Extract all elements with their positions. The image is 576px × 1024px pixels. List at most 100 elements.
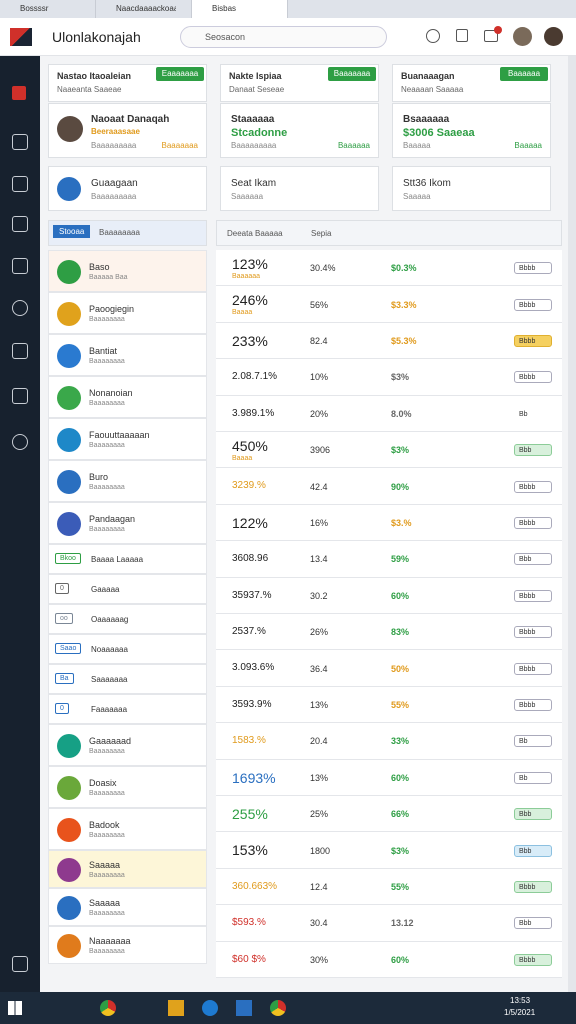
list-item[interactable]: Bkoo Baaaa Laaaaa <box>48 544 207 574</box>
nav-icon[interactable] <box>12 388 28 404</box>
row-badge[interactable]: Bbbb <box>514 480 552 493</box>
row-badge[interactable]: Bbbb <box>514 589 552 602</box>
browser-tab[interactable]: Bossssr <box>0 0 96 18</box>
list-item[interactable]: Doasix Baaaaaaaa <box>48 766 207 808</box>
list-item[interactable]: Badook Baaaaaaaa <box>48 808 207 850</box>
row-badge[interactable]: Bbbb <box>514 298 552 311</box>
list-item[interactable]: Faouuttaaaaan Baaaaaaaa <box>48 418 207 460</box>
item-sub: Baaaaaaaa <box>89 948 125 955</box>
row-badge[interactable]: Bbbb <box>514 371 552 384</box>
summary-card[interactable]: Stt36 Ikom Saaaaa <box>392 166 551 211</box>
list-item[interactable]: Baso Baaaaa Baa <box>48 250 207 292</box>
table-row: $593.% 30.4 13.12 Bbb <box>216 905 562 942</box>
card-meta: Baaaaa <box>514 141 542 150</box>
item-icon <box>57 934 81 958</box>
item-name: Naaaaaaa <box>89 936 131 946</box>
list-item[interactable]: Saaaaa Baaaaaaaa <box>48 888 207 926</box>
list-item[interactable]: Saao Noaaaaaa <box>48 634 207 664</box>
row-badge[interactable]: Bbb <box>514 444 552 457</box>
list-item[interactable]: Nonanoian Baaaaaaaa <box>48 376 207 418</box>
card-name: Bsaaaaaa <box>403 114 450 125</box>
nav-icon[interactable] <box>12 300 28 316</box>
nav-icon[interactable] <box>12 134 28 150</box>
row-badge[interactable]: Bbbb <box>514 334 552 347</box>
row-badge[interactable]: Bbb <box>514 553 552 566</box>
row-col3: $3.% <box>391 517 412 528</box>
card-body: Bsaaaaaa $3006 Saaeaa Baaaaa Baaaaa <box>392 103 551 158</box>
card-sub: Baaaaaaaaa <box>91 192 137 201</box>
app-icon[interactable] <box>202 1000 218 1016</box>
list-item[interactable]: Bantiat Baaaaaaaa <box>48 334 207 376</box>
row-col3: 13.12 <box>391 918 414 929</box>
app-icon[interactable] <box>236 1000 252 1016</box>
row-value: 360.663% <box>232 880 278 892</box>
item-tag: Saao <box>55 643 82 654</box>
icon <box>57 177 81 201</box>
row-value: 122% <box>232 514 268 531</box>
nav-icon[interactable] <box>12 956 28 972</box>
table-row: 246% Baaaa 56% $3.3% Bbbb <box>216 286 562 323</box>
item-name: Oaaaaaag <box>91 615 129 624</box>
row-badge[interactable]: Bbbb <box>514 662 552 675</box>
list-item[interactable]: Paoogiegin Baaaaaaaa <box>48 292 207 334</box>
avatar[interactable] <box>513 27 532 46</box>
row-col2: 25% <box>310 809 329 820</box>
row-badge[interactable]: Bb <box>514 771 552 784</box>
card-button[interactable]: Baaaaaaa <box>328 67 376 81</box>
nav-icon[interactable] <box>12 343 28 359</box>
nav-icon[interactable] <box>12 176 28 192</box>
row-value: 3608.96 <box>232 553 269 565</box>
list-item[interactable]: Naaaaaaa Baaaaaaaa <box>48 926 207 964</box>
nav-icon[interactable] <box>12 434 28 450</box>
tab-chip[interactable]: Stooaa <box>53 225 91 238</box>
help-icon[interactable] <box>426 29 440 43</box>
row-badge[interactable]: Bbbb <box>514 516 552 529</box>
row-badge[interactable]: Bbbb <box>514 953 552 966</box>
list-item[interactable]: Saaaaa Baaaaaaaa <box>48 850 207 888</box>
list-item[interactable]: Pandaagan Baaaaaaaa <box>48 502 207 544</box>
bag-icon[interactable] <box>456 29 468 42</box>
app-icon[interactable] <box>168 1000 184 1016</box>
card-button[interactable]: Baaaaaa <box>500 67 548 81</box>
notifications[interactable] <box>484 30 498 42</box>
row-col2: 20% <box>310 408 329 419</box>
row-badge[interactable]: Bbbb <box>514 626 552 639</box>
row-col3: 59% <box>391 554 410 565</box>
row-badge[interactable]: Bbbb <box>514 880 552 893</box>
list-item[interactable]: Buro Baaaaaaaa <box>48 460 207 502</box>
row-badge[interactable]: Bbb <box>514 808 552 821</box>
browser-tab[interactable]: Bisbas <box>192 0 288 18</box>
list-item[interactable]: Ba Saaaaaaa <box>48 664 207 694</box>
row-badge[interactable]: Bbbb <box>514 698 552 711</box>
list-item[interactable]: Gaaaaaad Baaaaaaaa <box>48 724 207 766</box>
item-sub: Baaaaaaaa <box>89 748 125 755</box>
summary-card[interactable]: Seat Ikam Saaaaaa <box>220 166 379 211</box>
card-meta: Baaaaa <box>403 141 431 150</box>
nav-icon[interactable] <box>12 258 28 274</box>
card-body: Naoaat Danaqah Beeraaasaae Baaaaaaaaa Baaaa… <box>48 103 207 158</box>
card-meta: Baaaaaaa <box>161 141 198 150</box>
search-box[interactable]: Seosacon <box>180 26 387 48</box>
list-item[interactable]: 0 Gaaaaa <box>48 574 207 604</box>
row-value: 1693% <box>232 769 276 786</box>
summary-card[interactable]: Guaagaan Baaaaaaaaa <box>48 166 207 211</box>
app-icon[interactable] <box>100 1000 116 1016</box>
nav-icon[interactable] <box>12 216 28 232</box>
browser-tab[interactable]: Naacdaaaackoaascon <box>96 0 192 18</box>
row-col2: 56% <box>310 299 329 310</box>
card-button[interactable]: Eaaaaaaa <box>156 67 204 81</box>
row-badge[interactable]: Bb <box>519 410 528 418</box>
start-button[interactable] <box>8 1001 22 1015</box>
row-col2: 1800 <box>310 845 331 856</box>
row-badge[interactable]: Bbb <box>514 844 552 857</box>
app-icon[interactable] <box>270 1000 286 1016</box>
row-badge[interactable]: Bbbb <box>514 262 552 275</box>
nav-icon[interactable] <box>12 86 26 100</box>
avatar[interactable] <box>544 27 563 46</box>
list-item[interactable]: oo Oaaaaaag <box>48 604 207 634</box>
row-badge[interactable]: Bbb <box>514 917 552 930</box>
item-tag: Bkoo <box>55 553 81 564</box>
list-item[interactable]: 0 Faaaaaaa <box>48 694 207 724</box>
row-badge[interactable]: Bb <box>514 735 552 748</box>
row-col2: 10% <box>310 372 329 383</box>
